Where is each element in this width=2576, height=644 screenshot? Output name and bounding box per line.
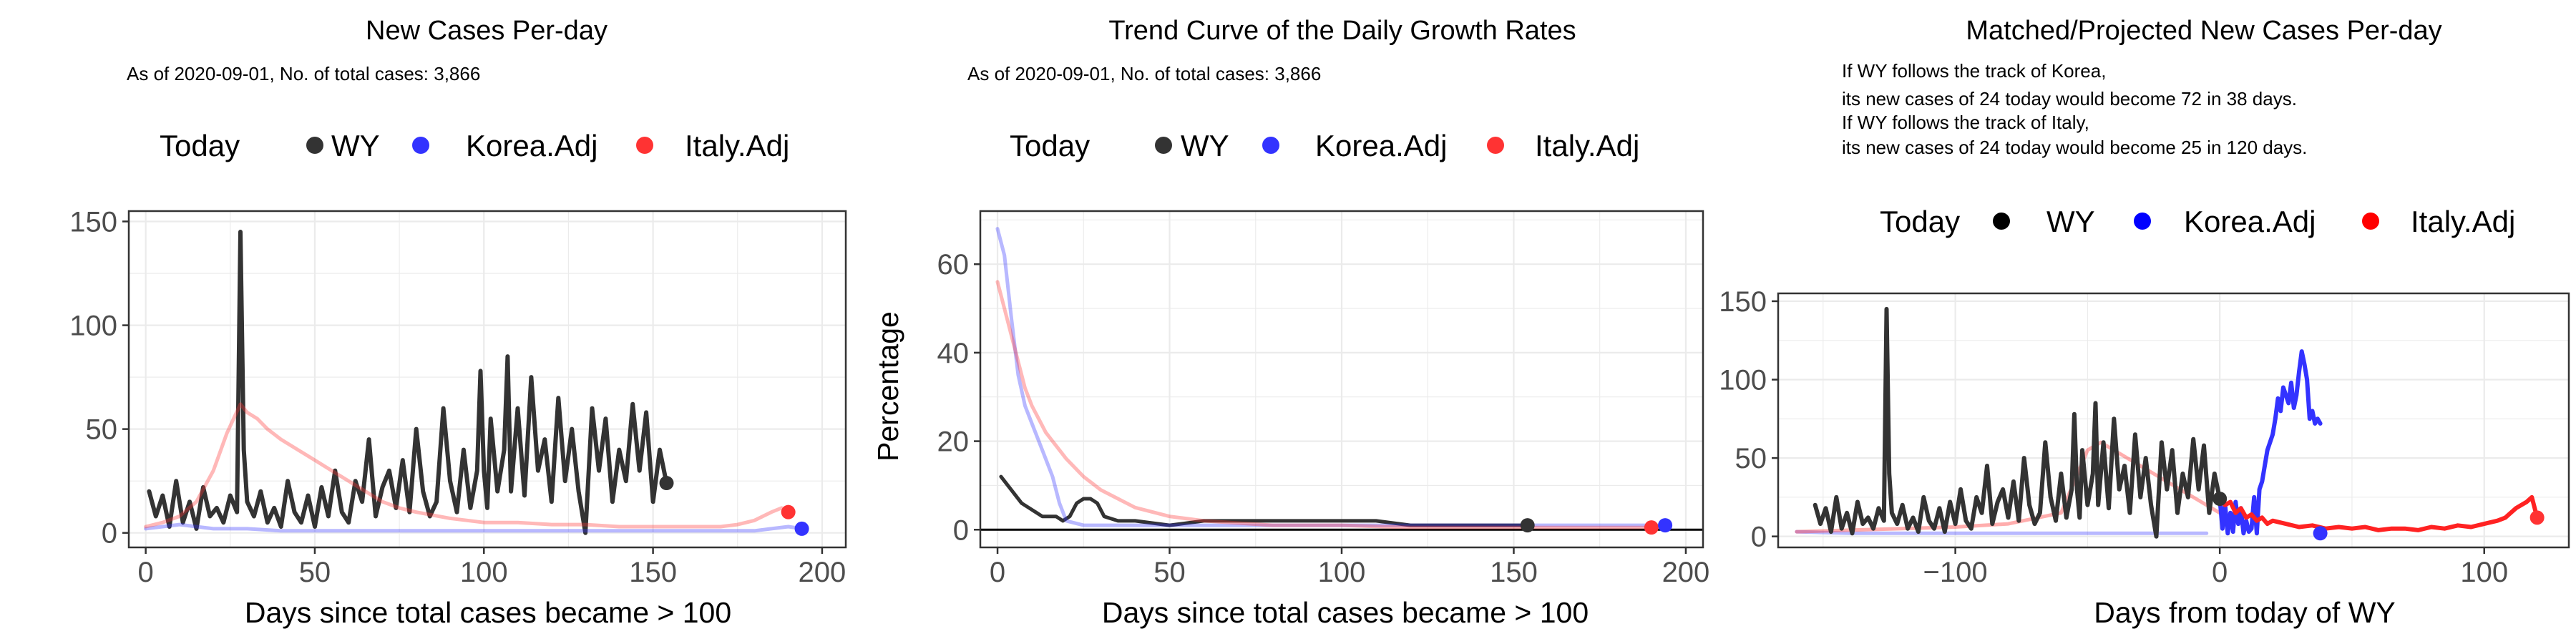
today-point-wy <box>1520 518 1535 533</box>
y-tick-label: 40 <box>937 338 970 369</box>
y-tick-label: 50 <box>1735 443 1767 474</box>
y-tick-label: 60 <box>937 249 970 280</box>
panel-border <box>127 210 847 549</box>
panel-border <box>1777 292 2570 549</box>
panel-title: Trend Curve of the Daily Growth Rates <box>1108 16 1576 46</box>
panel-subtitle-line: its new cases of 24 today would become 7… <box>1842 88 2297 109</box>
legend-label-korea: Korea.Adj <box>1315 129 1447 162</box>
x-axis-label: Days since total cases became > 100 <box>1102 596 1589 629</box>
panel-subtitle: As of 2020-09-01, No. of total cases: 3,… <box>967 63 1321 84</box>
legend-label-korea: Korea.Adj <box>466 129 597 162</box>
today-point-korea-adj <box>2313 526 2328 541</box>
x-tick-label: −100 <box>1923 557 1988 588</box>
legend-label-wy: WY <box>331 129 380 162</box>
y-tick-label: 0 <box>953 514 969 546</box>
series-line-italy-adj <box>144 402 791 529</box>
series-line-wy <box>1813 306 2223 539</box>
legend-label-wy: WY <box>1181 129 1229 162</box>
plot-background <box>1778 293 2569 547</box>
series-line-italy-adj <box>995 280 1654 530</box>
y-tick-label: 0 <box>102 518 117 550</box>
legend-label-italy: Italy.Adj <box>685 129 789 162</box>
legend-title: Today <box>1880 205 1960 238</box>
panel-subtitle-line: If WY follows the track of Italy, <box>1842 112 2089 133</box>
series-line-korea-adj <box>144 522 804 533</box>
legend: Today WY Korea.Adj Italy.Adj <box>1010 129 1639 162</box>
y-tick-label: 150 <box>69 207 117 238</box>
panel-new-cases: New Cases Per-day As of 2020-09-01, No. … <box>69 16 847 629</box>
series-line-wy <box>147 230 669 535</box>
legend: Today WY Korea.Adj Italy.Adj <box>160 129 789 162</box>
y-tick-label: 50 <box>86 414 118 446</box>
x-tick-label: 150 <box>1490 557 1538 588</box>
legend-label-korea: Korea.Adj <box>2184 205 2316 238</box>
today-point-italy-adj <box>1644 520 1659 535</box>
today-point-wy <box>659 476 674 491</box>
y-tick-label: 150 <box>1719 286 1767 318</box>
x-axis-label: Days from today of WY <box>2094 596 2396 629</box>
today-point-korea-adj <box>794 521 809 536</box>
today-point-wy <box>2212 492 2228 507</box>
panel-title: New Cases Per-day <box>366 16 608 46</box>
x-tick-label: 0 <box>138 557 154 588</box>
today-point-korea-adj <box>1658 518 1673 533</box>
legend-marker-italy <box>636 137 653 154</box>
panel-subtitle: As of 2020-09-01, No. of total cases: 3,… <box>127 63 480 84</box>
x-axis-label: Days since total cases became > 100 <box>245 596 731 629</box>
legend-title: Today <box>1010 129 1090 162</box>
legend-title: Today <box>160 129 240 162</box>
legend-marker-wy <box>1993 213 2010 230</box>
legend-marker-korea <box>2134 213 2151 230</box>
x-tick-label: 200 <box>1662 557 1710 588</box>
legend-marker-italy <box>2362 213 2379 230</box>
x-tick-label: 50 <box>299 557 331 588</box>
series-line-wy <box>999 474 1530 527</box>
x-tick-label: 100 <box>460 557 508 588</box>
x-tick-label: 100 <box>1318 557 1366 588</box>
legend: Today WY Korea.Adj Italy.Adj <box>1880 205 2515 238</box>
panel-subtitle-line: its new cases of 24 today would become 2… <box>1842 137 2307 158</box>
legend-marker-wy <box>306 137 323 154</box>
x-tick-label: 0 <box>2212 557 2228 588</box>
y-tick-label: 100 <box>1719 365 1767 396</box>
legend-marker-korea <box>1262 137 1279 154</box>
y-tick-label: 20 <box>937 426 970 458</box>
today-point-italy-adj <box>2529 510 2545 525</box>
plot-area: −100 0 100 0 50 100 150 <box>1719 286 2570 588</box>
x-tick-label: 50 <box>1153 557 1186 588</box>
x-tick-label: 100 <box>2460 557 2508 588</box>
legend-label-italy: Italy.Adj <box>1535 129 1639 162</box>
legend-marker-korea <box>412 137 429 154</box>
panel-projected: Matched/Projected New Cases Per-day If W… <box>1719 16 2570 629</box>
y-axis-label: Percentage <box>872 311 904 462</box>
series-line-korea-adj <box>1795 530 2209 535</box>
today-point-italy-adj <box>781 504 796 519</box>
panel-growth-rates: Trend Curve of the Daily Growth Rates As… <box>872 16 1709 629</box>
legend-label-italy: Italy.Adj <box>2411 205 2515 238</box>
x-tick-label: 0 <box>990 557 1005 588</box>
series-line-korea-adj <box>995 227 1667 527</box>
x-tick-label: 200 <box>799 557 847 588</box>
legend-marker-wy <box>1155 137 1172 154</box>
series-line-italy-adj <box>2218 494 2540 532</box>
plot-area: 0 50 100 150 200 0 20 40 60 <box>937 210 1710 588</box>
legend-marker-italy <box>1487 137 1504 154</box>
x-tick-label: 150 <box>629 557 677 588</box>
plot-area: 0 50 100 150 200 0 50 100 150 <box>69 207 847 588</box>
y-tick-label: 0 <box>1751 522 1767 553</box>
legend-label-wy: WY <box>2046 205 2095 238</box>
panel-title: Matched/Projected New Cases Per-day <box>1966 16 2441 46</box>
y-tick-label: 100 <box>69 311 117 342</box>
panel-subtitle-line: If WY follows the track of Korea, <box>1842 60 2106 82</box>
